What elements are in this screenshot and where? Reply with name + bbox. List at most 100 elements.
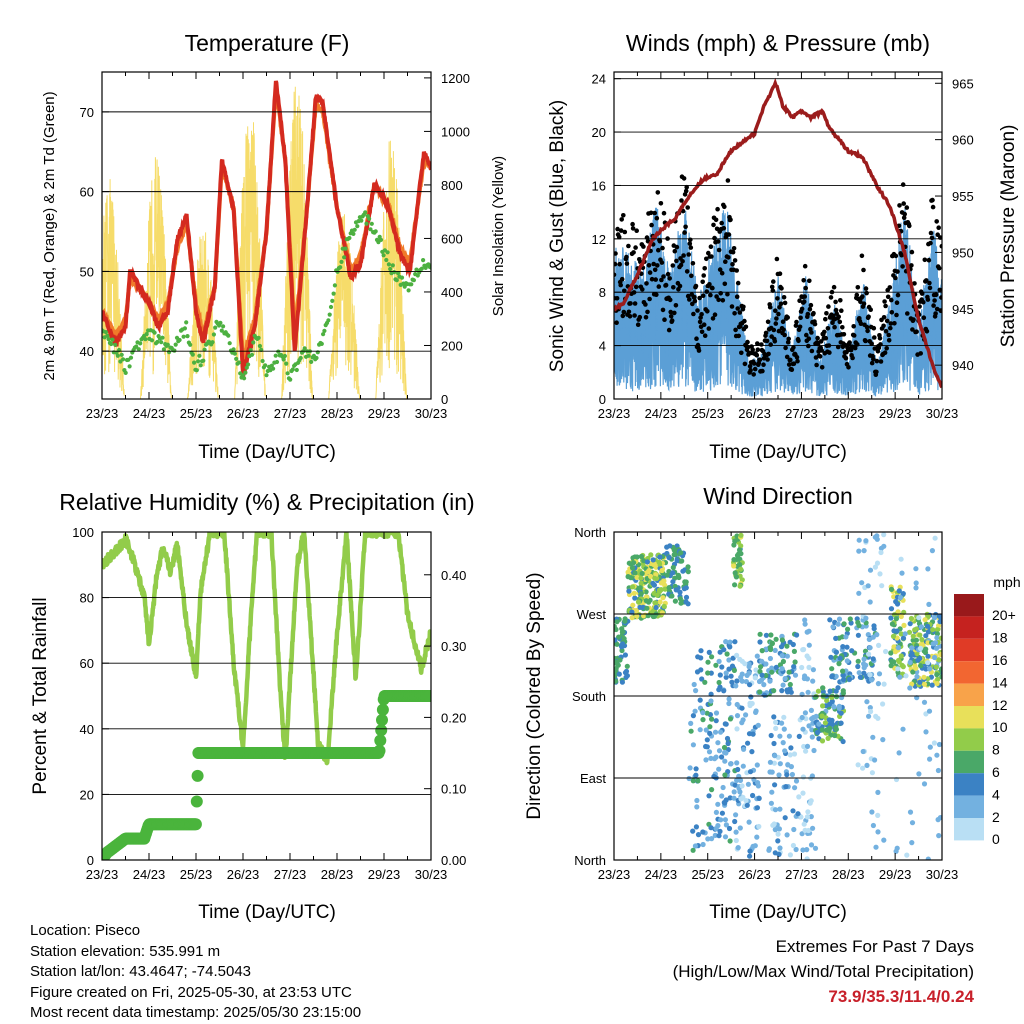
dewpoint-point <box>231 347 236 352</box>
gust-point <box>864 290 869 296</box>
gust-point <box>633 245 638 250</box>
direction-point <box>866 713 872 719</box>
gust-point <box>706 326 712 331</box>
dewpoint-point <box>109 341 114 347</box>
direction-point <box>652 575 658 581</box>
direction-point <box>690 713 697 719</box>
direction-point <box>726 700 732 707</box>
direction-point <box>755 722 761 728</box>
dewpoint-point <box>134 344 139 349</box>
direction-point <box>704 710 710 716</box>
direction-point <box>767 678 773 684</box>
direction-point <box>616 634 622 640</box>
gust-point <box>861 267 866 273</box>
direction-point <box>779 637 786 643</box>
direction-point <box>936 741 942 748</box>
direction-point <box>757 689 763 695</box>
direction-point <box>819 738 826 744</box>
direction-point <box>785 762 791 768</box>
gust-point <box>759 342 764 347</box>
dewpoint-point <box>351 231 356 236</box>
gust-point <box>781 327 786 333</box>
direction-point <box>667 543 673 549</box>
direction-point <box>769 669 775 675</box>
gust-point <box>882 350 888 356</box>
gust-point <box>637 314 643 320</box>
direction-point <box>804 856 810 860</box>
y-tick-label: 70 <box>80 105 94 120</box>
direction-point <box>780 658 787 665</box>
gust-point <box>760 368 765 374</box>
direction-point <box>705 670 711 676</box>
x-tick-label: 24/23 <box>133 406 166 421</box>
direction-point <box>879 583 885 589</box>
gust-point <box>776 311 781 317</box>
dewpoint-point <box>244 365 249 370</box>
direction-point <box>841 677 847 683</box>
gust-point <box>668 314 674 319</box>
direction-point <box>705 659 711 665</box>
plot-area-0 <box>102 80 431 399</box>
direction-point <box>779 653 785 659</box>
temperature-plot: 23/23 24/23 25/23 26/23 27/23 28/23 29/23 30/23… <box>80 71 470 421</box>
direction-point <box>893 616 900 622</box>
gust-point <box>702 333 708 339</box>
direction-point <box>732 639 738 645</box>
gust-point <box>781 295 787 300</box>
direction-point <box>700 841 706 848</box>
direction-point <box>769 640 775 646</box>
dewpoint-point <box>196 359 201 364</box>
gust-point <box>921 315 927 321</box>
y-tick-label: 100 <box>72 525 94 540</box>
direction-point <box>723 674 729 680</box>
direction-point <box>908 615 915 622</box>
direction-point <box>856 590 862 596</box>
gust-point <box>655 263 660 268</box>
x-tick-label: 25/23 <box>691 406 724 421</box>
gust-point <box>618 228 624 233</box>
gust-point <box>893 275 898 281</box>
gust-point <box>624 261 630 266</box>
direction-point <box>917 632 923 638</box>
gust-point <box>730 249 736 255</box>
gust-point <box>847 340 852 345</box>
dewpoint-point <box>218 320 223 325</box>
gust-point <box>922 257 928 263</box>
direction-point <box>785 689 791 695</box>
dewpoint-point <box>221 324 226 329</box>
direction-point <box>744 802 750 808</box>
gust-point <box>794 319 799 325</box>
dewpoint-point <box>161 347 166 352</box>
direction-point <box>747 853 753 859</box>
direction-point <box>802 617 808 623</box>
direction-point <box>748 694 754 700</box>
direction-point <box>829 666 835 672</box>
direction-point <box>739 783 745 789</box>
direction-point <box>881 532 887 538</box>
gust-point <box>884 346 889 351</box>
gust-point <box>709 254 714 259</box>
y-tick-label: 50 <box>80 264 94 279</box>
gust-point <box>774 316 779 321</box>
direction-point <box>880 737 886 743</box>
x-tick-label: 27/23 <box>274 406 307 421</box>
direction-point <box>933 645 940 651</box>
x-tick-label: 30/23 <box>415 406 448 421</box>
direction-point <box>869 677 875 683</box>
gust-point <box>661 274 666 279</box>
direction-point <box>917 645 924 652</box>
direction-point <box>664 572 670 578</box>
dewpoint-point <box>219 328 224 333</box>
direction-point <box>925 660 931 666</box>
direction-point <box>703 757 709 763</box>
direction-point <box>781 726 787 732</box>
y2-tick-label: 0.00 <box>441 853 466 868</box>
direction-point <box>641 613 647 619</box>
gust-point <box>886 338 892 343</box>
direction-point <box>707 724 713 730</box>
dewpoint-point <box>264 373 269 378</box>
direction-point <box>913 665 919 671</box>
direction-point <box>731 542 737 548</box>
dewpoint-point <box>411 278 416 283</box>
direction-point <box>731 563 737 569</box>
